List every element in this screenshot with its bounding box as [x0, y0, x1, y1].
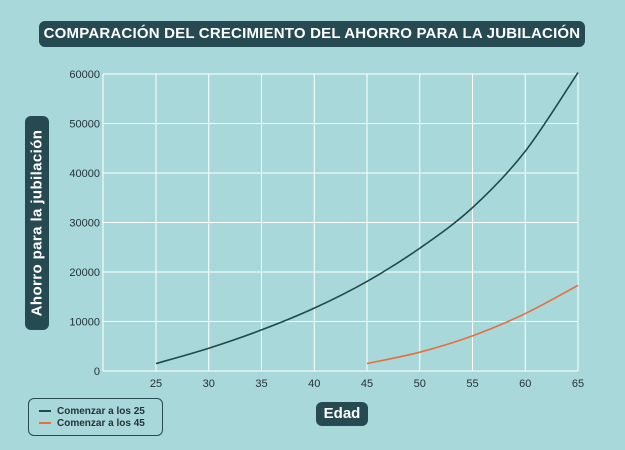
series-line-1: [366, 284, 579, 365]
y-tick-label: 20000: [69, 267, 100, 279]
series-line-0: [155, 72, 579, 365]
x-tick-label: 35: [255, 378, 267, 390]
x-tick-labels: 25 30 35 40 45 50 55 60 65: [150, 378, 584, 390]
x-tick-label: 45: [361, 378, 373, 390]
y-tick-label: 30000: [69, 218, 100, 230]
legend-swatch-start-25: [39, 410, 51, 412]
x-axis-label: Edad: [316, 402, 368, 426]
legend-label-start-25: Comenzar a los 25: [57, 405, 145, 417]
legend-item-start-45: Comenzar a los 45: [39, 417, 145, 429]
legend-swatch-start-45: [39, 422, 51, 424]
legend-item-start-25: Comenzar a los 25: [39, 405, 145, 417]
y-tick-label: 0: [94, 366, 100, 378]
x-tick-label: 40: [308, 378, 320, 390]
y-tick-label: 50000: [69, 119, 100, 131]
chart-title: COMPARACIÓN DEL CRECIMIENTO DEL AHORRO P…: [39, 21, 585, 47]
y-tick-label: 10000: [69, 317, 100, 329]
x-tick-label: 50: [414, 378, 426, 390]
x-tick-label: 25: [150, 378, 162, 390]
series-lines: [155, 72, 579, 365]
grid-lines: [102, 73, 579, 372]
y-axis-label: Ahorro para la jubilación: [25, 116, 49, 330]
x-tick-label: 65: [572, 378, 584, 390]
x-tick-label: 60: [519, 378, 531, 390]
x-tick-label: 30: [203, 378, 215, 390]
legend-label-start-45: Comenzar a los 45: [57, 417, 145, 429]
y-tick-label: 60000: [69, 69, 100, 81]
y-tick-label: 40000: [69, 168, 100, 180]
legend: Comenzar a los 25 Comenzar a los 45: [28, 398, 163, 436]
x-tick-label: 55: [466, 378, 478, 390]
y-tick-labels: 0 10000 20000 30000 40000 50000 60000: [69, 69, 100, 378]
